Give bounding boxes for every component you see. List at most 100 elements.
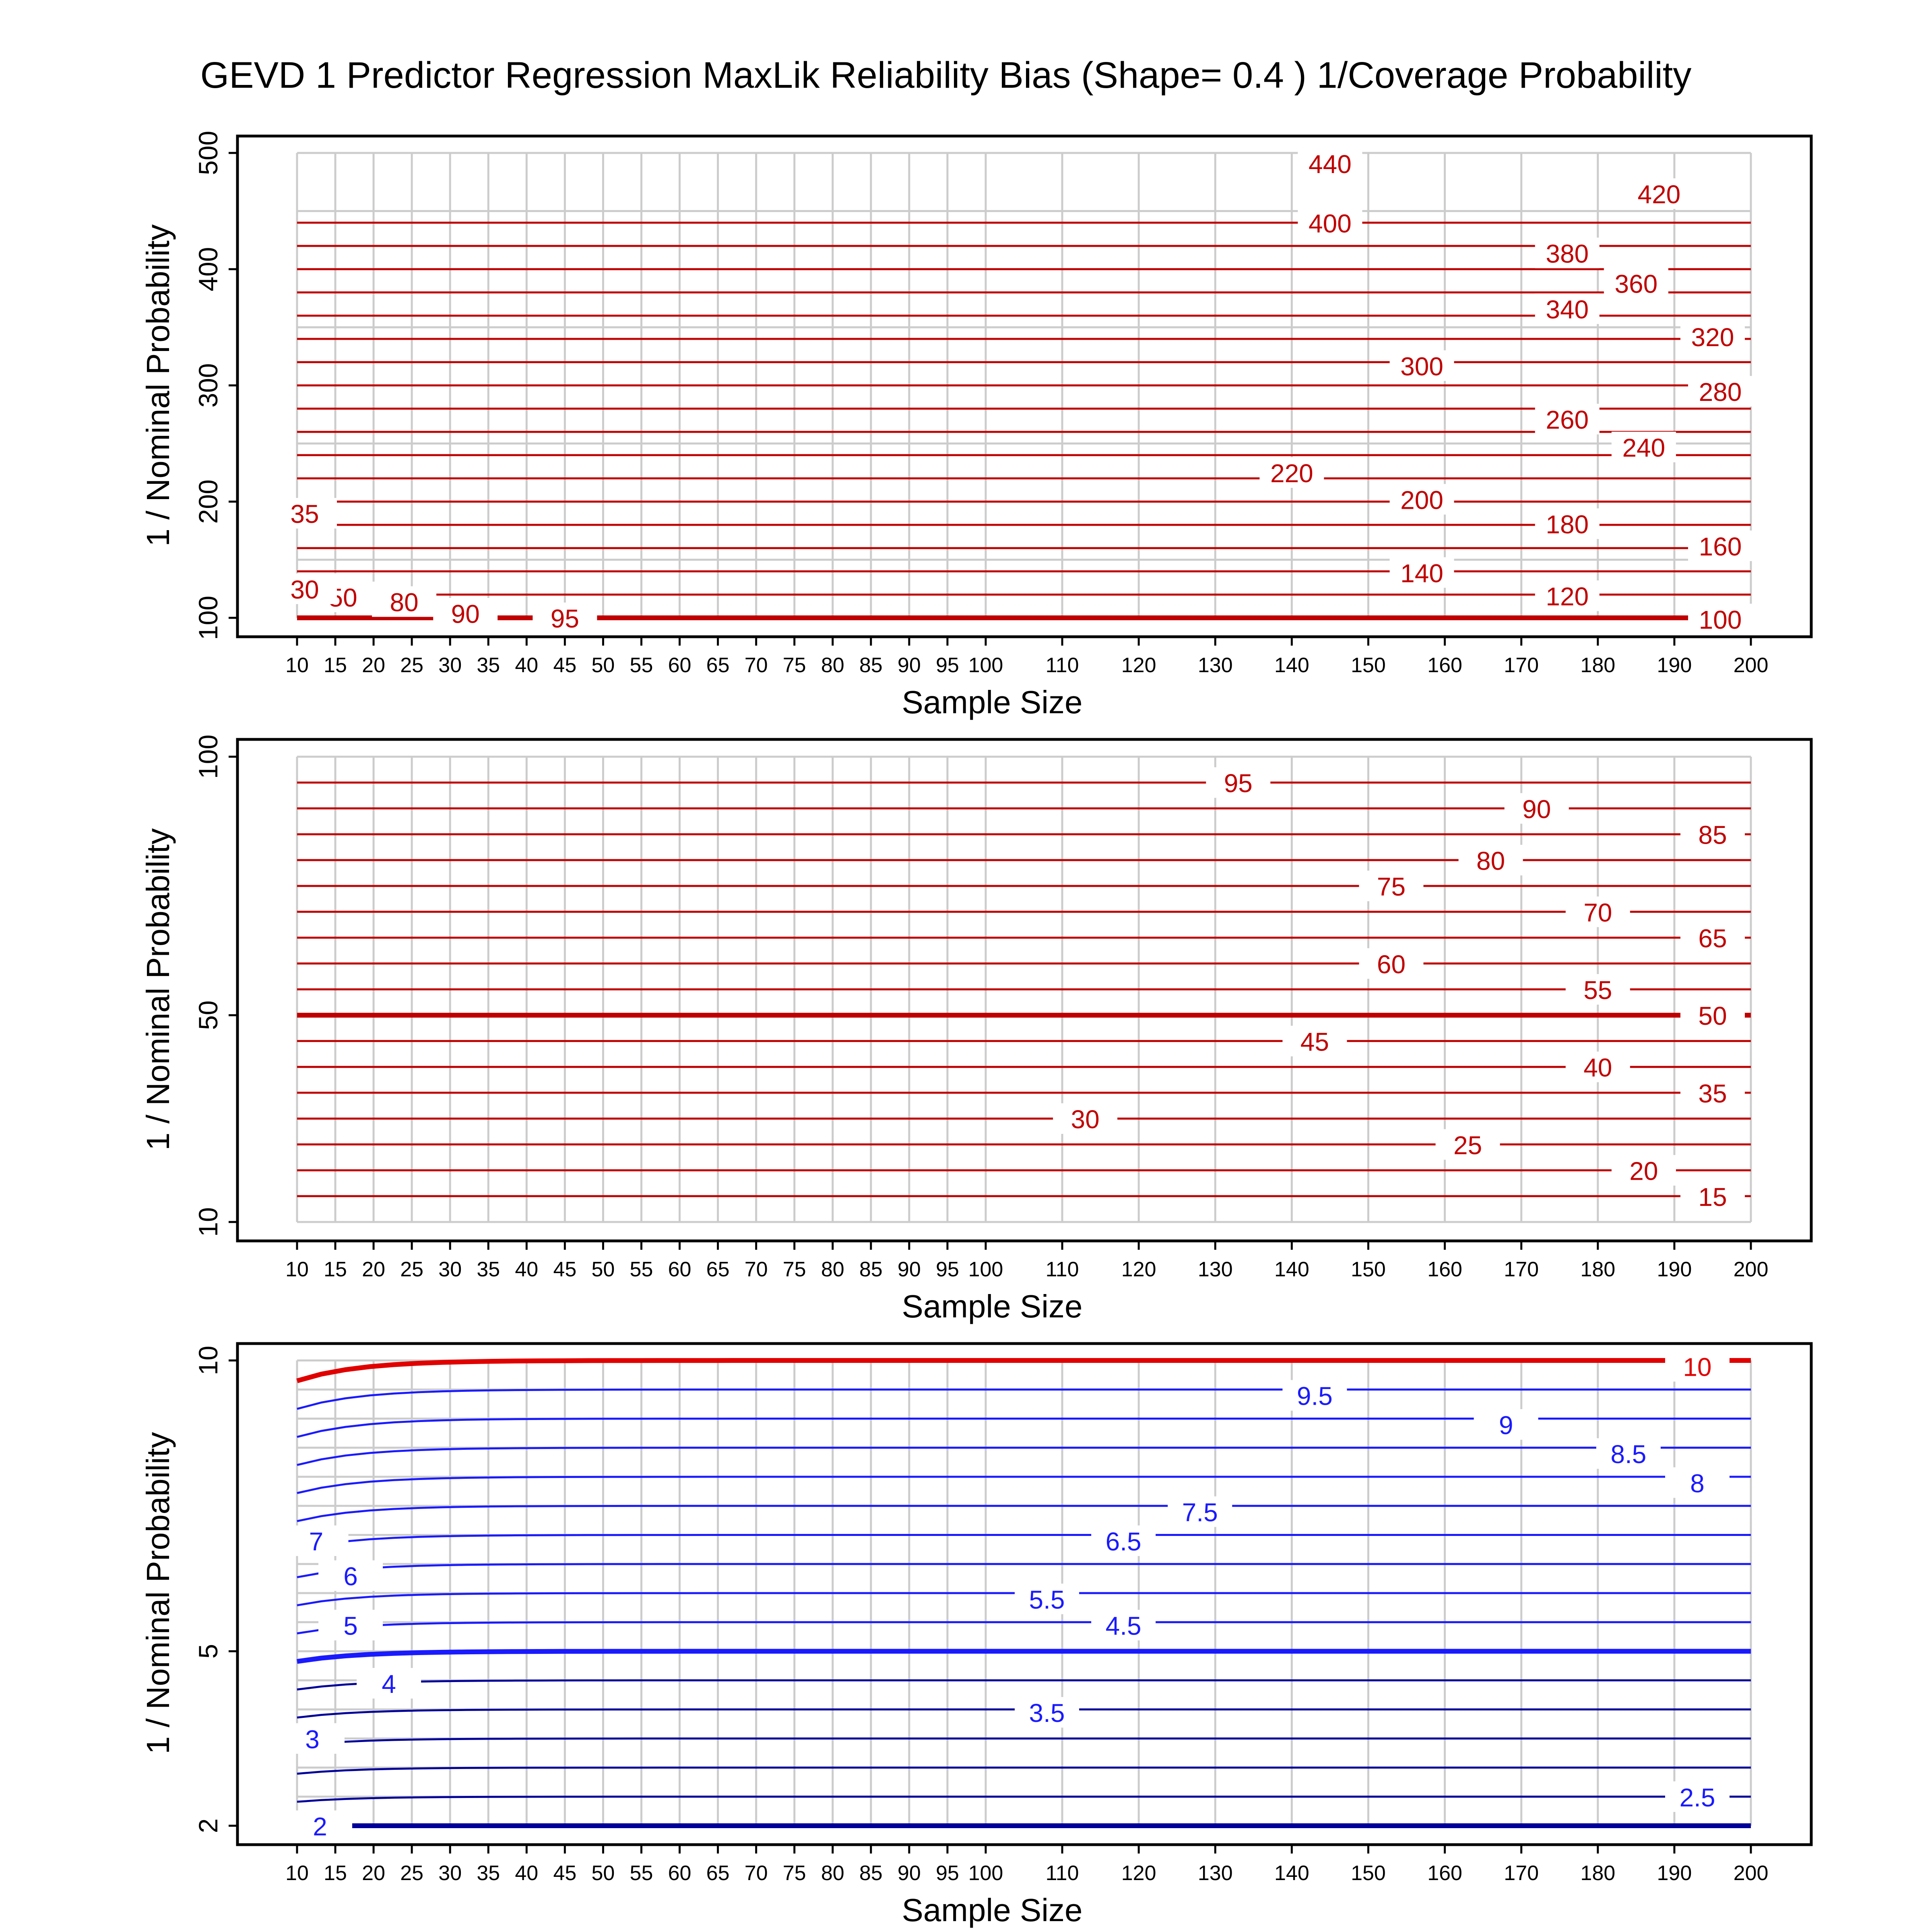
contour-label: 15	[1698, 1183, 1727, 1212]
contour-label: 50	[1698, 1001, 1727, 1030]
contour-label-bg	[1282, 1026, 1347, 1057]
x-tick-label: 170	[1504, 1258, 1539, 1281]
contour-label-bg	[1015, 1583, 1080, 1614]
x-tick-label: 45	[553, 1862, 576, 1885]
contour-label-bg	[1680, 819, 1745, 850]
x-tick-label: 55	[630, 654, 653, 677]
contour-label: 160	[1699, 532, 1742, 561]
contour-label-bg	[1435, 1129, 1500, 1160]
x-tick-label: 150	[1351, 1862, 1386, 1885]
contour-line	[297, 1621, 1751, 1635]
contour-label: 30	[1071, 1105, 1099, 1134]
contour-label: 85	[1698, 821, 1727, 850]
contour-line	[296, 1358, 1751, 1383]
contour-label: 80	[390, 588, 419, 617]
x-tick-label: 20	[362, 654, 385, 677]
x-tick-label: 65	[706, 1258, 730, 1281]
contour-label-bg	[1091, 1610, 1156, 1641]
contour-label-bg	[1053, 1103, 1118, 1134]
x-tick-label: 160	[1427, 654, 1462, 677]
contour-label-bg	[1665, 1781, 1730, 1812]
contour-label: 180	[1546, 510, 1589, 539]
x-tick-label: 55	[630, 1258, 653, 1281]
x-tick-label: 15	[324, 654, 347, 677]
contour-label-bg	[1282, 1380, 1347, 1411]
contour-label-bg	[1680, 1000, 1745, 1031]
contour-label: 260	[1546, 405, 1589, 434]
contour-label-bg	[1688, 530, 1752, 561]
x-tick-label: 180	[1580, 1258, 1615, 1281]
y-axis-label: 1 / Nominal Probability	[140, 224, 176, 546]
x-tick-label: 75	[783, 1258, 806, 1281]
x-tick-label: 40	[515, 1862, 538, 1885]
x-tick-label: 15	[324, 1862, 347, 1885]
contour-label: 2.5	[1679, 1783, 1715, 1812]
contour-labels: 95 90 85 80 75 70 65 60 55 50 45 40 35 30 25 20 15	[1053, 767, 1745, 1212]
contour-label-bg	[1680, 1077, 1745, 1108]
x-tick-label: 10	[285, 654, 309, 677]
x-tick-label: 90	[898, 1862, 921, 1885]
contour-label: 440	[1309, 150, 1352, 179]
contour-label-bg	[1596, 1438, 1661, 1469]
contour-label: 45	[1300, 1027, 1329, 1056]
contour-label: 2	[313, 1812, 327, 1841]
x-axis-label: Sample Size	[902, 684, 1082, 720]
x-tick-label: 140	[1274, 1862, 1309, 1885]
x-tick-label: 80	[821, 1258, 844, 1281]
contour-label-bg	[1298, 148, 1362, 179]
contour-label: 220	[1270, 459, 1313, 488]
contour-label: 3	[305, 1725, 320, 1754]
x-tick-label: 90	[898, 654, 921, 677]
contour-label: 90	[1522, 795, 1551, 824]
x-tick-label: 100	[968, 654, 1003, 677]
x-tick-label: 190	[1657, 1862, 1692, 1885]
contour-label-bg	[1611, 1155, 1676, 1186]
y-tick-label: 200	[193, 479, 223, 524]
x-tick-label: 70	[745, 1258, 768, 1281]
contour-label: 9.5	[1297, 1382, 1333, 1411]
contour-lines	[297, 781, 1751, 1197]
contour-label-bg	[1680, 922, 1745, 953]
x-tick-label: 70	[745, 1862, 768, 1885]
contour-label-bg	[1604, 268, 1668, 299]
y-axis-label: 1 / Nominal Probability	[140, 1432, 176, 1754]
contour-lines	[296, 1358, 1751, 1828]
x-tick-label: 25	[400, 1862, 423, 1885]
x-tick-label: 35	[477, 1862, 500, 1885]
contour-labels: 10 9.5 9 8.5 8 7.5 7 6.5 6 5.5 5 4.5 4 3.5 3 2.5 2	[280, 1351, 1730, 1841]
x-tick-label: 20	[362, 1862, 385, 1885]
contour-label: 25	[1453, 1131, 1482, 1160]
x-tick-label: 85	[859, 654, 883, 677]
contour-label: 55	[1583, 976, 1612, 1005]
contour-label-bg	[1665, 1467, 1730, 1498]
x-tick-label: 95	[936, 1862, 959, 1885]
x-tick-label: 10	[285, 1258, 309, 1281]
x-tick-label: 95	[936, 654, 959, 677]
x-tick-label: 45	[553, 1258, 576, 1281]
y-tick-label: 300	[193, 363, 223, 407]
contour-label-bg	[1389, 484, 1454, 515]
contour-label-bg	[1680, 1181, 1745, 1212]
contour-label: 340	[1546, 295, 1589, 324]
x-tick-label: 200	[1734, 654, 1769, 677]
x-tick-label: 40	[515, 654, 538, 677]
contour-label: 420	[1637, 180, 1680, 209]
contour-label-bg	[1665, 1351, 1730, 1382]
contour-label-bg	[1389, 557, 1454, 588]
contour-label: 380	[1546, 239, 1589, 268]
x-tick-label: 15	[324, 1258, 347, 1281]
x-tick-label: 45	[553, 654, 576, 677]
x-tick-label: 110	[1046, 1862, 1079, 1885]
contour-label-bg	[1458, 844, 1523, 875]
x-tick-label: 85	[859, 1862, 883, 1885]
x-tick-label: 30	[438, 654, 462, 677]
y-tick-label: 100	[193, 596, 223, 640]
contour-label-bg	[280, 1723, 345, 1754]
x-tick-label: 110	[1046, 654, 1079, 677]
y-tick-label: 10	[193, 1346, 223, 1375]
x-tick-label: 50	[591, 1258, 615, 1281]
x-axis: 10 15 20 25 30 35 40 45 50 55 60 65 70 75 80 85 90 95 100 1…	[285, 637, 1768, 720]
contour-label: 95	[1224, 769, 1253, 798]
y-tick-label: 50	[193, 1001, 223, 1030]
x-tick-label: 50	[591, 1862, 615, 1885]
